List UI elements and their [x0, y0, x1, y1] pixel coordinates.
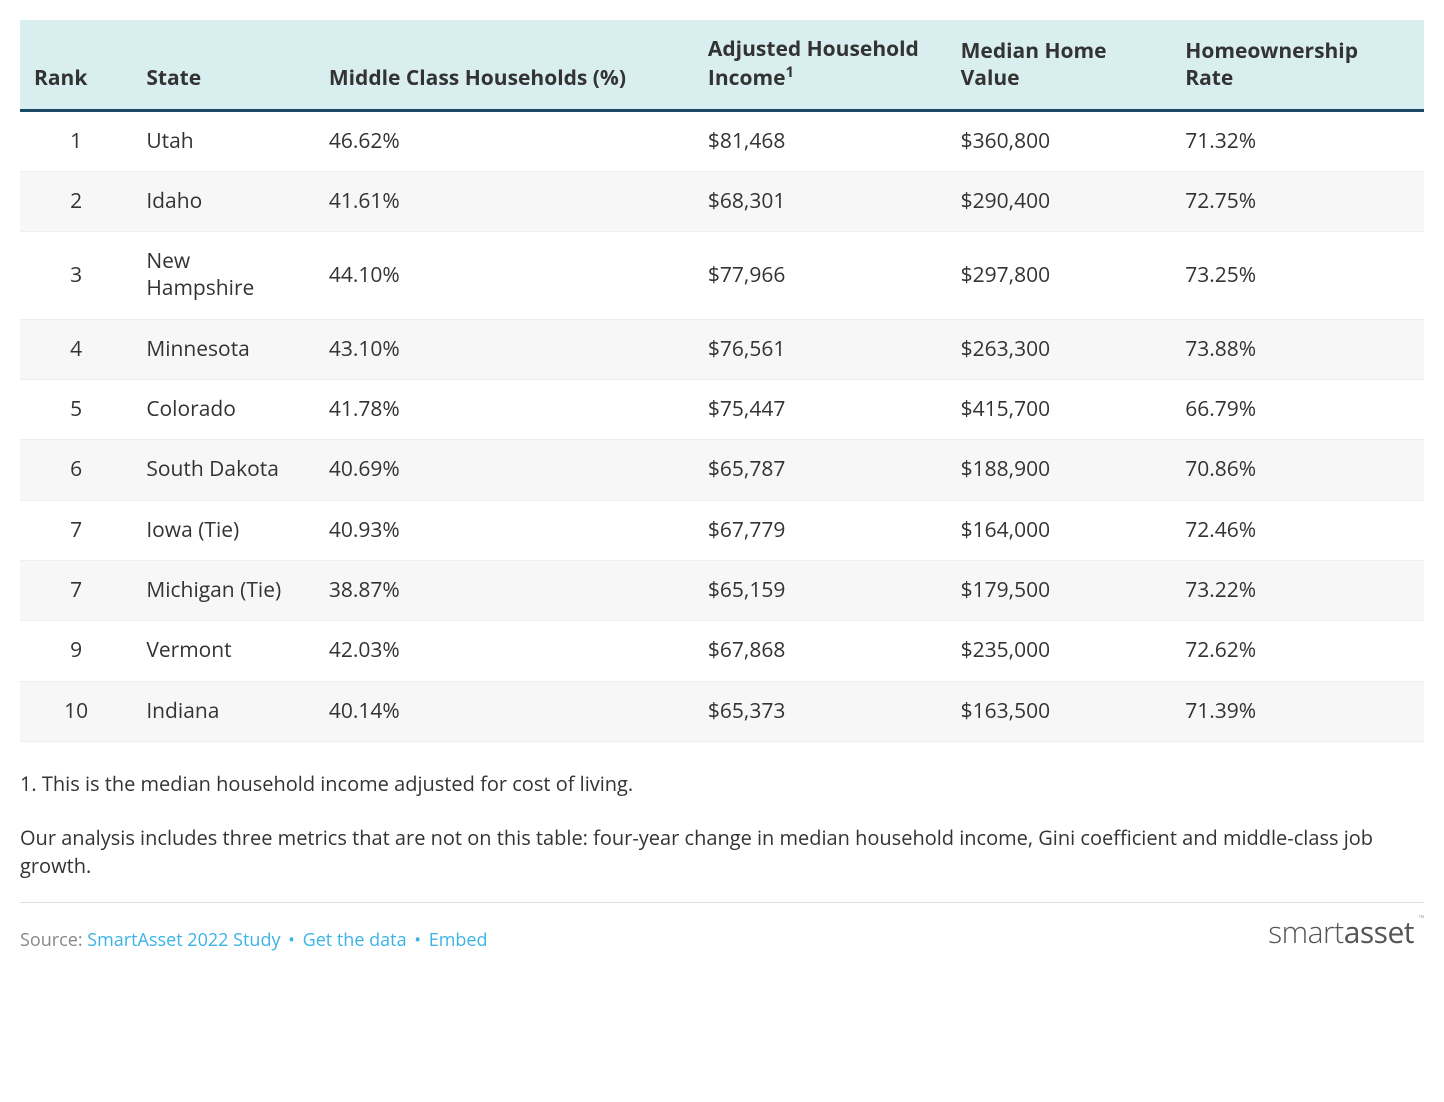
- cell-middle-class: 40.14%: [315, 681, 694, 741]
- col-header-home-value: Median Home Value: [947, 20, 1172, 110]
- cell-home-value: $290,400: [947, 171, 1172, 231]
- table-wrapper: Rank State Middle Class Households (%) A…: [20, 20, 1424, 952]
- cell-state: Michigan (Tie): [132, 560, 315, 620]
- cell-rank: 5: [20, 380, 132, 440]
- footnote: 1. This is the median household income a…: [20, 770, 1424, 798]
- cell-rank: 4: [20, 319, 132, 379]
- cell-state: Indiana: [132, 681, 315, 741]
- cell-state: Iowa (Tie): [132, 500, 315, 560]
- table-row: 6South Dakota40.69%$65,787$188,90070.86%: [20, 440, 1424, 500]
- link-study[interactable]: SmartAsset 2022 Study: [87, 928, 280, 952]
- cell-state: Utah: [132, 110, 315, 171]
- link-embed[interactable]: Embed: [429, 928, 488, 952]
- separator: •: [283, 928, 299, 952]
- col-header-income: Adjusted Household Income1: [694, 20, 947, 110]
- cell-income: $68,301: [694, 171, 947, 231]
- smartasset-logo: smartasset ™: [1268, 911, 1424, 952]
- cell-homeownership-rate: 73.88%: [1171, 319, 1424, 379]
- col-header-rank: Rank: [20, 20, 132, 110]
- cell-state: Minnesota: [132, 319, 315, 379]
- cell-homeownership-rate: 72.75%: [1171, 171, 1424, 231]
- cell-homeownership-rate: 71.32%: [1171, 110, 1424, 171]
- link-get-data[interactable]: Get the data: [303, 928, 407, 952]
- cell-rank: 9: [20, 621, 132, 681]
- cell-home-value: $188,900: [947, 440, 1172, 500]
- cell-homeownership-rate: 66.79%: [1171, 380, 1424, 440]
- table-row: 7Iowa (Tie)40.93%$67,779$164,00072.46%: [20, 500, 1424, 560]
- col-header-middle-class: Middle Class Households (%): [315, 20, 694, 110]
- cell-homeownership-rate: 71.39%: [1171, 681, 1424, 741]
- col-header-income-sup: 1: [786, 62, 794, 82]
- logo-part-asset: asset: [1344, 911, 1414, 952]
- cell-rank: 7: [20, 500, 132, 560]
- cell-income: $65,373: [694, 681, 947, 741]
- cell-middle-class: 40.93%: [315, 500, 694, 560]
- table-row: 9Vermont42.03%$67,868$235,00072.62%: [20, 621, 1424, 681]
- cell-middle-class: 46.62%: [315, 110, 694, 171]
- cell-home-value: $297,800: [947, 232, 1172, 320]
- cell-home-value: $163,500: [947, 681, 1172, 741]
- footer-row: Source: SmartAsset 2022 Study • Get the …: [20, 902, 1424, 952]
- cell-rank: 6: [20, 440, 132, 500]
- cell-state: Vermont: [132, 621, 315, 681]
- cell-income: $75,447: [694, 380, 947, 440]
- cell-home-value: $164,000: [947, 500, 1172, 560]
- col-header-income-text: Adjusted Household Income: [708, 35, 919, 92]
- cell-homeownership-rate: 72.46%: [1171, 500, 1424, 560]
- table-row: 4Minnesota43.10%$76,561$263,30073.88%: [20, 319, 1424, 379]
- cell-income: $67,779: [694, 500, 947, 560]
- cell-homeownership-rate: 72.62%: [1171, 621, 1424, 681]
- cell-middle-class: 38.87%: [315, 560, 694, 620]
- separator: •: [410, 928, 426, 952]
- table-row: 2Idaho41.61%$68,301$290,40072.75%: [20, 171, 1424, 231]
- cell-income: $65,159: [694, 560, 947, 620]
- col-header-state: State: [132, 20, 315, 110]
- cell-homeownership-rate: 73.22%: [1171, 560, 1424, 620]
- cell-middle-class: 40.69%: [315, 440, 694, 500]
- logo-part-smart: smart: [1268, 911, 1344, 952]
- cell-home-value: $360,800: [947, 110, 1172, 171]
- cell-middle-class: 41.61%: [315, 171, 694, 231]
- cell-homeownership-rate: 70.86%: [1171, 440, 1424, 500]
- cell-home-value: $235,000: [947, 621, 1172, 681]
- logo-tm: ™: [1419, 913, 1424, 924]
- table-row: 10Indiana40.14%$65,373$163,50071.39%: [20, 681, 1424, 741]
- table-row: 7Michigan (Tie)38.87%$65,159$179,50073.2…: [20, 560, 1424, 620]
- cell-state: South Dakota: [132, 440, 315, 500]
- cell-middle-class: 42.03%: [315, 621, 694, 681]
- table-body: 1Utah46.62%$81,468$360,80071.32%2Idaho41…: [20, 110, 1424, 741]
- cell-homeownership-rate: 73.25%: [1171, 232, 1424, 320]
- cell-home-value: $263,300: [947, 319, 1172, 379]
- cell-income: $65,787: [694, 440, 947, 500]
- cell-income: $77,966: [694, 232, 947, 320]
- cell-middle-class: 44.10%: [315, 232, 694, 320]
- cell-income: $81,468: [694, 110, 947, 171]
- cell-rank: 3: [20, 232, 132, 320]
- col-header-homeownership-rate: Homeownership Rate: [1171, 20, 1424, 110]
- cell-rank: 2: [20, 171, 132, 231]
- cell-rank: 1: [20, 110, 132, 171]
- table-row: 1Utah46.62%$81,468$360,80071.32%: [20, 110, 1424, 171]
- cell-income: $76,561: [694, 319, 947, 379]
- cell-middle-class: 43.10%: [315, 319, 694, 379]
- table-header: Rank State Middle Class Households (%) A…: [20, 20, 1424, 110]
- cell-state: Idaho: [132, 171, 315, 231]
- source-label: Source:: [20, 928, 87, 952]
- cell-home-value: $415,700: [947, 380, 1172, 440]
- cell-home-value: $179,500: [947, 560, 1172, 620]
- cell-middle-class: 41.78%: [315, 380, 694, 440]
- cell-rank: 7: [20, 560, 132, 620]
- cell-state: Colorado: [132, 380, 315, 440]
- cell-income: $67,868: [694, 621, 947, 681]
- data-table: Rank State Middle Class Households (%) A…: [20, 20, 1424, 742]
- table-row: 5Colorado41.78%$75,447$415,70066.79%: [20, 380, 1424, 440]
- cell-rank: 10: [20, 681, 132, 741]
- source-line: Source: SmartAsset 2022 Study • Get the …: [20, 928, 488, 952]
- analysis-note: Our analysis includes three metrics that…: [20, 824, 1424, 880]
- table-row: 3New Hampshire44.10%$77,966$297,80073.25…: [20, 232, 1424, 320]
- table-header-row: Rank State Middle Class Households (%) A…: [20, 20, 1424, 110]
- cell-state: New Hampshire: [132, 232, 315, 320]
